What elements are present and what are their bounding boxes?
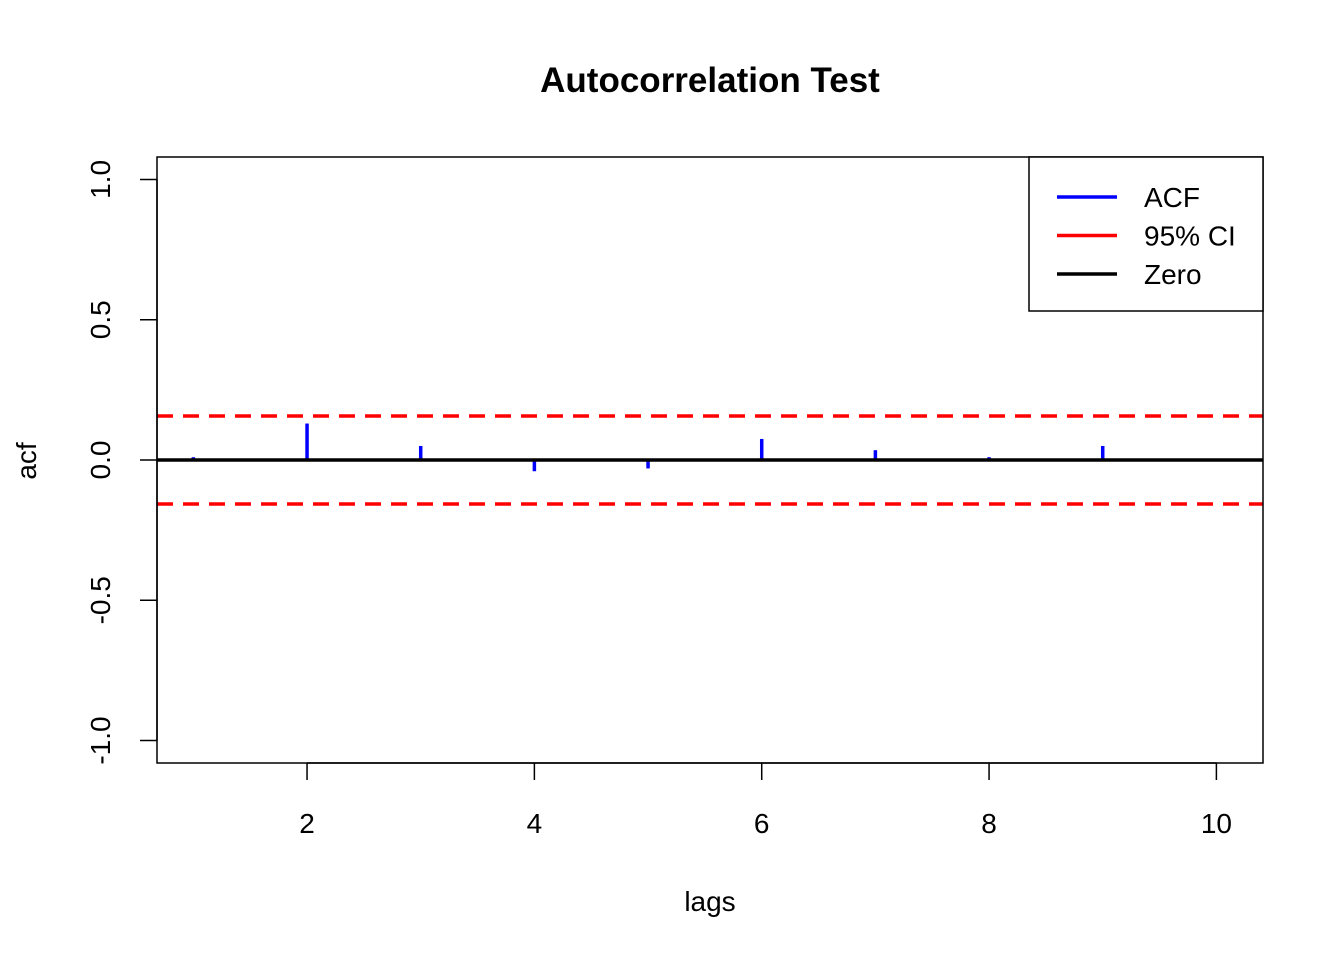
legend-label: Zero [1144, 259, 1202, 290]
chart-title: Autocorrelation Test [540, 61, 880, 100]
y-axis-label: acf [11, 442, 42, 480]
legend-label: 95% CI [1144, 221, 1236, 252]
x-axis-label: lags [684, 886, 735, 917]
y-tick-label: -0.5 [85, 576, 116, 624]
y-tick-label: 0.5 [85, 300, 116, 339]
x-tick-label: 8 [981, 808, 997, 839]
plot-frame [156, 156, 1264, 764]
y-tick-label: 1.0 [85, 160, 116, 199]
legend-label: ACF [1144, 182, 1200, 213]
x-axis: 2 4 6 8 10 [299, 762, 1232, 839]
x-tick-label: 10 [1201, 808, 1232, 839]
y-tick-label: 0.0 [85, 441, 116, 480]
legend: ACF 95% CI Zero [1028, 156, 1264, 312]
x-tick-label: 2 [299, 808, 315, 839]
x-tick-label: 6 [754, 808, 770, 839]
plot-area [157, 414, 1263, 506]
x-tick-label: 4 [527, 808, 543, 839]
y-axis: -1.0 -0.5 0.0 0.5 1.0 [85, 160, 158, 765]
y-tick-label: -1.0 [85, 716, 116, 764]
